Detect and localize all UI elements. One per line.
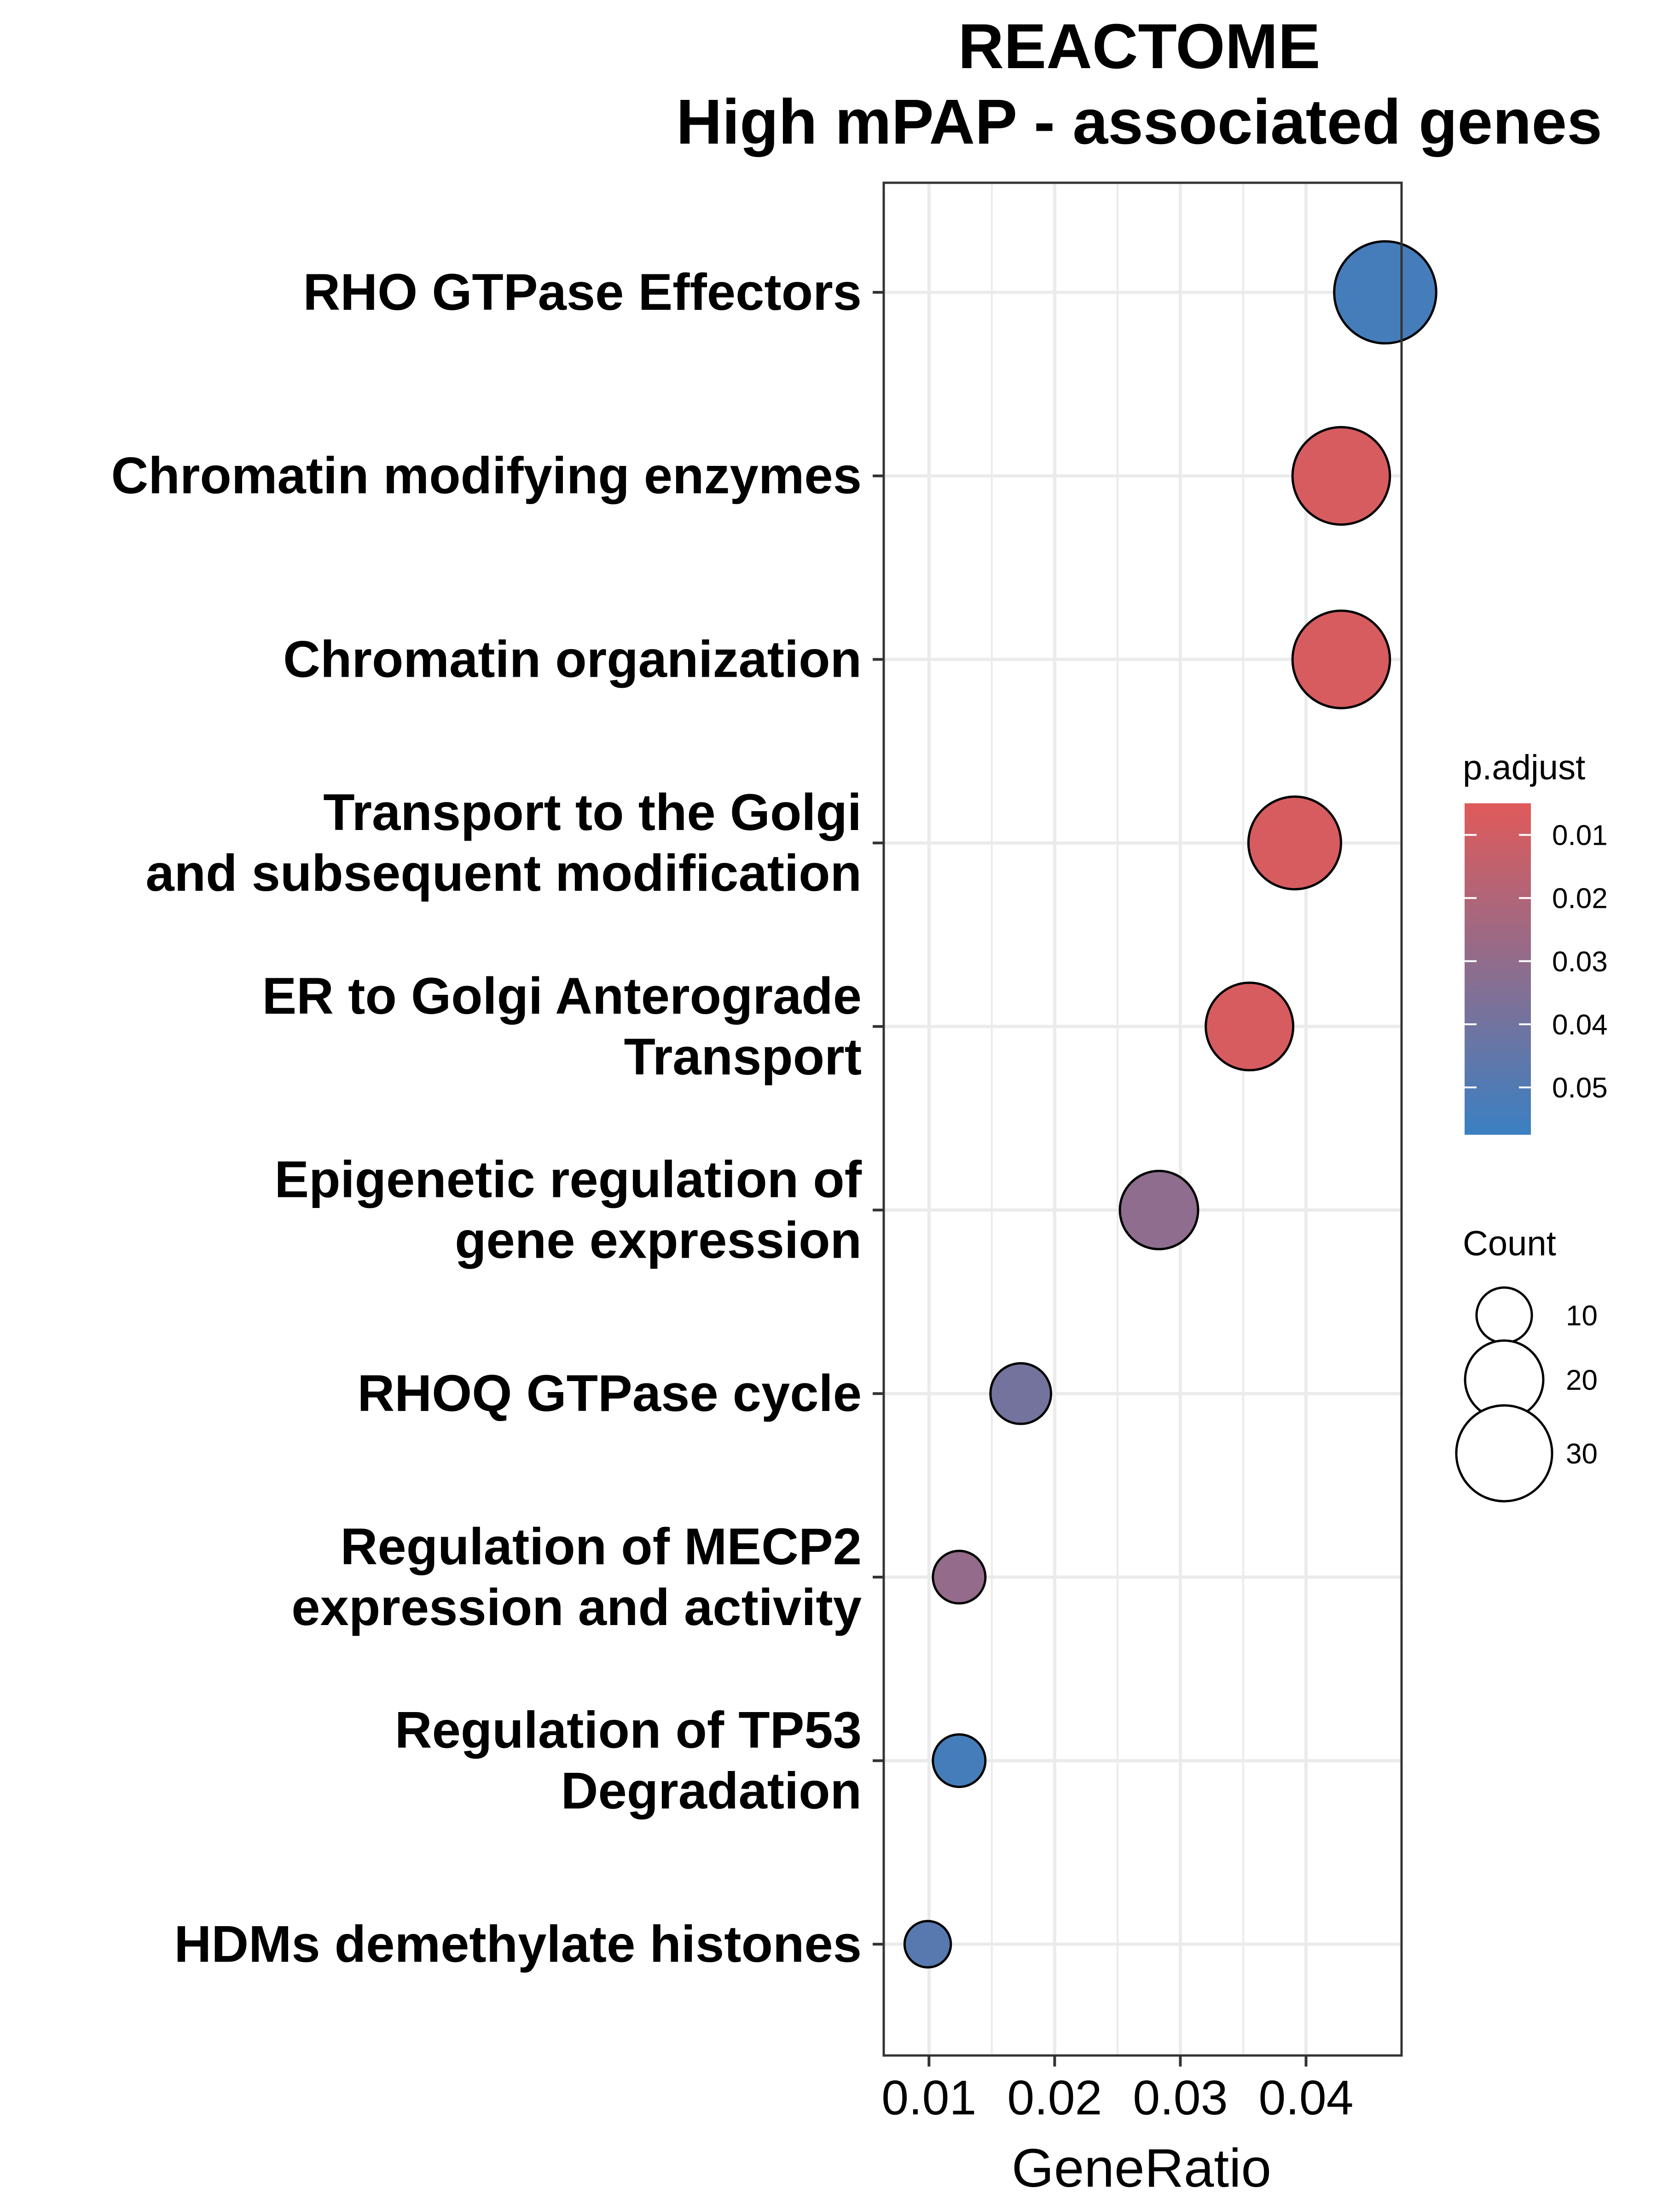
y-axis-label: Chromatin modifying enzymes bbox=[111, 447, 862, 505]
y-axis-label: Degradation bbox=[561, 1762, 862, 1820]
data-point bbox=[1291, 426, 1391, 526]
data-point bbox=[903, 1920, 952, 1969]
x-axis-title: GeneRatio bbox=[1012, 2138, 1271, 2199]
y-axis-label: Transport to the Golgi bbox=[323, 784, 862, 841]
y-axis-labels: RHO GTPase Effectors Chromatin modifying … bbox=[111, 263, 884, 1973]
data-point bbox=[989, 1362, 1052, 1425]
y-axis-label: Regulation of TP53 bbox=[395, 1701, 862, 1759]
data-point bbox=[1333, 240, 1437, 345]
size-legend-label: 20 bbox=[1566, 1364, 1598, 1396]
y-axis-label: gene expression bbox=[455, 1212, 862, 1269]
x-axis: 0.01 0.02 0.03 0.04 bbox=[881, 2055, 1354, 2125]
y-axis-label: expression and activity bbox=[291, 1579, 862, 1636]
x-axis-tick-label: 0.02 bbox=[1007, 2071, 1102, 2125]
size-legend-label: 10 bbox=[1566, 1300, 1598, 1332]
y-axis-label: Regulation of MECP2 bbox=[341, 1518, 862, 1575]
y-axis-label: RHOQ GTPase cycle bbox=[357, 1364, 862, 1422]
x-axis-tick-label: 0.01 bbox=[881, 2071, 976, 2125]
x-axis-tick-label: 0.04 bbox=[1258, 2071, 1353, 2125]
y-axis-label: Epigenetic regulation of bbox=[274, 1151, 862, 1208]
y-axis-label: RHO GTPase Effectors bbox=[303, 263, 862, 321]
data-point bbox=[1118, 1170, 1199, 1250]
color-legend-tick-label: 0.04 bbox=[1552, 1009, 1608, 1041]
data-point bbox=[932, 1550, 987, 1605]
size-legend-key bbox=[1475, 1286, 1533, 1344]
color-legend-tick-label: 0.03 bbox=[1552, 946, 1608, 978]
size-legend-title: Count bbox=[1463, 1224, 1556, 1263]
data-point bbox=[1291, 610, 1391, 709]
color-legend-tick-label: 0.05 bbox=[1552, 1072, 1608, 1104]
legends: p.adjust 0.01 0.02 0.03 0.04 0.05 Count 10 20 30 bbox=[1455, 748, 1608, 1503]
y-axis-label: Transport bbox=[624, 1028, 862, 1086]
x-axis-tick-label: 0.03 bbox=[1133, 2071, 1228, 2125]
data-point bbox=[1205, 981, 1295, 1072]
color-legend-bar bbox=[1465, 803, 1531, 1135]
data-point bbox=[1247, 795, 1342, 891]
y-axis-label: and subsequent modification bbox=[145, 844, 862, 902]
data-point bbox=[932, 1733, 987, 1788]
y-axis-label: ER to Golgi Anterograde bbox=[262, 967, 862, 1025]
y-axis-label: Chromatin organization bbox=[283, 630, 862, 688]
panel-border bbox=[882, 181, 1403, 2057]
size-legend-label: 30 bbox=[1566, 1438, 1598, 1470]
chart-title-line-1: REACTOME bbox=[958, 11, 1320, 82]
size-legend-key bbox=[1455, 1404, 1553, 1503]
chart-title-line-2: High mPAP - associated genes bbox=[676, 87, 1602, 157]
color-legend-tick-label: 0.01 bbox=[1552, 820, 1608, 852]
y-axis-label: HDMs demethylate histones bbox=[174, 1915, 862, 1973]
color-legend-tick-label: 0.02 bbox=[1552, 883, 1608, 915]
color-legend-title: p.adjust bbox=[1463, 748, 1585, 787]
plot-panel bbox=[882, 181, 1437, 2057]
